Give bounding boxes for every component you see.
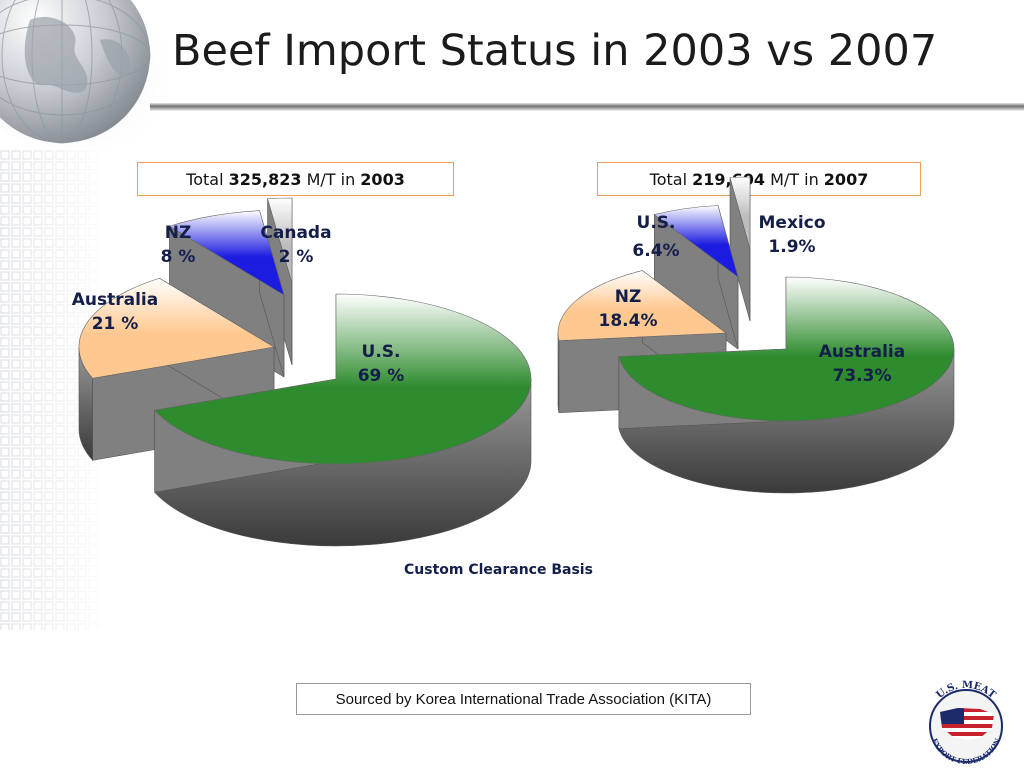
label-u-s-value: 6.4% [632,241,679,261]
total-box-2003: Total 325,823 M/T in 2003 [137,162,454,196]
total-prefix: Total [186,169,229,189]
label-u-s-name: U.S. [637,213,676,233]
total-box-2007: Total 219,604 M/T in 2007 [597,162,921,196]
total-year: 2003 [360,169,405,189]
total-amount: 325,823 [228,169,302,189]
label-u-s-name: U.S. [362,342,401,362]
title-divider [150,103,1024,111]
slice-u-s [653,205,739,350]
label-mexico-value: 1.9% [768,237,815,257]
label-australia-value: 73.3% [833,366,892,386]
label-australia-name: Australia [72,290,159,310]
usmef-logo: U.S. MEAT EXPORT FEDERATION [929,680,1003,764]
basis-note: Custom Clearance Basis [404,562,593,578]
label-nz-value: 8 % [161,247,196,267]
total-unit: M/T in [301,169,361,189]
label-canada-name: Canada [260,223,331,243]
total-prefix: Total [649,169,693,189]
label-nz-name: NZ [165,223,192,243]
total-unit: M/T in [764,169,824,189]
label-nz-name: NZ [615,287,642,307]
total-year: 2007 [823,169,869,189]
pie-charts: U.S. 69 % Australia 21 % NZ 8 % Canada 2 % Aust… [72,176,955,547]
slice-mexico [729,176,751,322]
label-nz-value: 18.4% [599,311,658,331]
slide-title: Beef Import Status in 2003 vs 2007 [172,26,938,76]
slice-australia [618,276,955,494]
label-u-s-value: 69 % [358,366,405,386]
label-mexico-name: Mexico [759,213,826,233]
label-australia-value: 21 % [92,314,139,334]
pie-chart-2003: U.S. 69 % Australia 21 % NZ 8 % Canada 2 % [72,197,532,547]
globe-image [0,0,170,150]
pie-chart-2007: Australia 73.3% NZ 18.4% U.S. 6.4% Mexico 1.9% [557,176,955,494]
source-note: Sourced by Korea International Trade Ass… [296,683,751,715]
label-canada-value: 2 % [279,247,314,267]
slice-u-s [154,293,532,547]
label-australia-name: Australia [819,342,906,362]
